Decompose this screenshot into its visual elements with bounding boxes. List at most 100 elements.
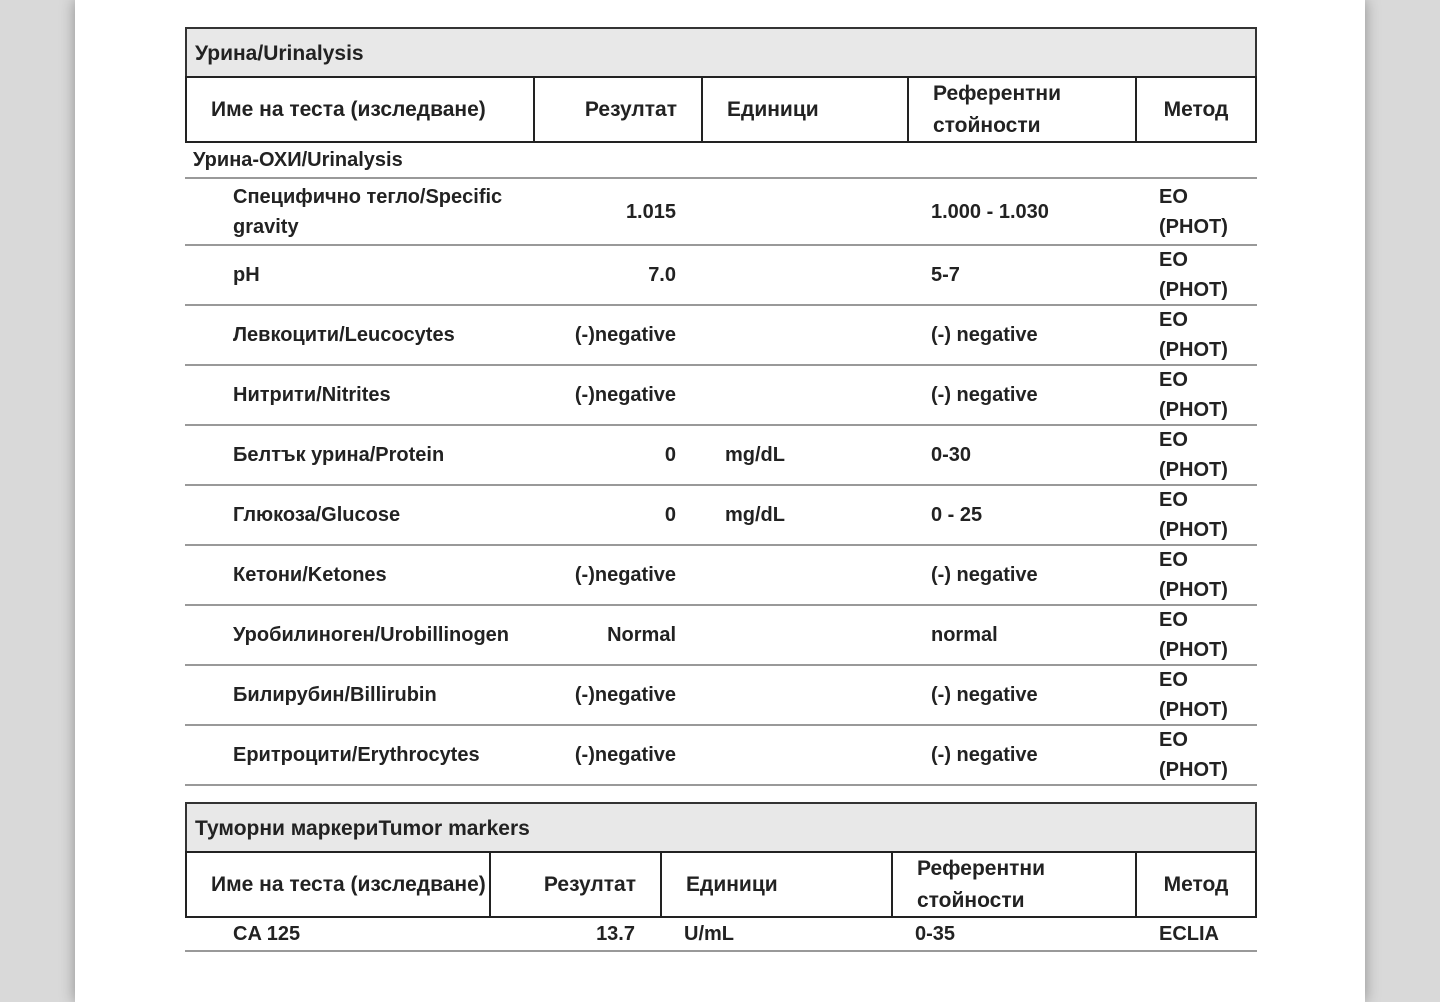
reference-range: (-) negative (931, 324, 1038, 346)
method: EO (PHOT) (1135, 366, 1257, 424)
method-line: EO (1159, 609, 1188, 631)
method-line: EO (1159, 249, 1188, 271)
test-name: Специфично тегло/Specific gravity (233, 185, 503, 238)
table-row: Белтък урина/Protein 0 mg/dL 0-30 EO (PHOT) (185, 426, 1257, 486)
col-result: Резултат (491, 853, 662, 916)
table-row: Уробилиноген/Urobillinogen Normal normal EO… (185, 606, 1257, 666)
method-line: EO (1159, 309, 1188, 331)
reference-range: 0-35 (915, 923, 956, 945)
units (701, 246, 907, 304)
units (701, 366, 907, 424)
test-name: Левкоцити/Leucocytes (233, 324, 455, 346)
reference-range: (-) negative (931, 384, 1038, 406)
units (701, 306, 907, 364)
col-name: Име на теста (изследване) (187, 78, 535, 141)
col-result: Резултат (535, 78, 703, 141)
test-name: CA 125 (233, 923, 301, 945)
table-row: Билирубин/Billirubin (-)negative (-) negat… (185, 666, 1257, 726)
result-value: 1.015 (625, 200, 676, 223)
table-row: Еритроцити/Erythrocytes (-)negative (-) ne… (185, 726, 1257, 786)
result-value: 7.0 (648, 264, 676, 286)
method: EO (PHOT) (1135, 546, 1257, 604)
reference-range: (-) negative (931, 744, 1038, 766)
test-name: Еритроцити/Erythrocytes (233, 744, 480, 766)
document-page: Урина/Urinalysis Име на теста (изследван… (75, 0, 1365, 1002)
test-name: pH (233, 264, 260, 286)
method-line: (PHOT) (1159, 639, 1228, 661)
reference-range: 0-30 (931, 444, 972, 466)
table-row: Специфично тегло/Specific gravity 1.015 1.… (185, 179, 1257, 246)
table-row: CA 125 13.7 U/mL 0-35 ECLIA (185, 918, 1257, 952)
method-line: EO (1159, 729, 1188, 751)
col-reference: Референтни стойности (893, 853, 1137, 916)
units (701, 726, 907, 784)
result-value: 0 (664, 504, 676, 526)
reference-range: normal (931, 624, 998, 646)
col-reference: Референтни стойности (909, 78, 1137, 141)
column-header-row: Име на теста (изследване) Резултат Едини… (185, 76, 1257, 143)
method: EO (PHOT) (1135, 666, 1257, 724)
method-line: (PHOT) (1159, 519, 1228, 541)
result-value: (-)negative (574, 564, 676, 586)
reference-range: 0 - 25 (931, 504, 983, 526)
units: mg/dL (725, 444, 785, 466)
method-line: (PHOT) (1159, 279, 1228, 301)
units: mg/dL (725, 504, 785, 526)
method: ECLIA (1135, 918, 1257, 950)
method-line: EO (1159, 369, 1188, 391)
col-name: Име на теста (изследване) (187, 853, 491, 916)
method-line: (PHOT) (1159, 215, 1228, 238)
method-line: (PHOT) (1159, 339, 1228, 361)
table-row: Кетони/Ketones (-)negative (-) negative EO (… (185, 546, 1257, 606)
method-line: (PHOT) (1159, 579, 1228, 601)
method: EO (PHOT) (1135, 246, 1257, 304)
table-row: Нитрити/Nitrites (-)negative (-) negative E… (185, 366, 1257, 426)
method-line: EO (1159, 489, 1188, 511)
method-line: (PHOT) (1159, 459, 1228, 481)
result-value: (-)negative (574, 384, 676, 406)
method-line: (PHOT) (1159, 399, 1228, 421)
table-row: Глюкоза/Glucose 0 mg/dL 0 - 25 EO (PHOT) (185, 486, 1257, 546)
units (701, 606, 907, 664)
reference-range: 1.000 - 1.030 (931, 200, 1049, 223)
units (701, 666, 907, 724)
test-name: Нитрити/Nitrites (233, 384, 391, 406)
column-header-row: Име на теста (изследване) Резултат Едини… (185, 851, 1257, 918)
method: EO (PHOT) (1135, 306, 1257, 364)
units (701, 179, 907, 244)
col-method: Метод (1163, 872, 1229, 896)
result-value: 13.7 (596, 923, 635, 945)
reference-range: 5-7 (931, 264, 960, 286)
units (701, 546, 907, 604)
test-name: Глюкоза/Glucose (233, 504, 401, 526)
result-value: (-)negative (574, 684, 676, 706)
method-line: EO (1159, 549, 1188, 571)
method-line: EO (1159, 429, 1188, 451)
tumor-rows: CA 125 13.7 U/mL 0-35 ECLIA (185, 918, 1257, 952)
result-value: (-)negative (574, 324, 676, 346)
reference-range: (-) negative (931, 564, 1038, 586)
method-line: ECLIA (1159, 923, 1219, 945)
method-line: EO (1159, 669, 1188, 691)
method: EO (PHOT) (1135, 426, 1257, 484)
method: EO (PHOT) (1135, 179, 1257, 244)
result-value: 0 (664, 444, 676, 466)
table-row: Левкоцити/Leucocytes (-)negative (-) negat… (185, 306, 1257, 366)
col-method: Метод (1163, 97, 1229, 121)
result-value: Normal (607, 624, 676, 646)
urinalysis-rows: Специфично тегло/Specific gravity 1.015 1.… (185, 179, 1257, 786)
col-units: Единици (662, 853, 893, 916)
reference-range: (-) negative (931, 684, 1038, 706)
section-title: Урина/Urinalysis (185, 27, 1257, 76)
method-line: (PHOT) (1159, 699, 1228, 721)
result-value: (-)negative (574, 744, 676, 766)
section-title: Туморни маркериTumor markers (185, 802, 1257, 851)
test-name: Билирубин/Billirubin (233, 684, 437, 706)
table-row: pH 7.0 5-7 EO (PHOT) (185, 246, 1257, 306)
test-name: Кетони/Ketones (233, 564, 387, 586)
method-line: EO (1159, 185, 1188, 208)
method-line: (PHOT) (1159, 759, 1228, 781)
method: EO (PHOT) (1135, 486, 1257, 544)
method: EO (PHOT) (1135, 726, 1257, 784)
col-units: Единици (703, 78, 909, 141)
